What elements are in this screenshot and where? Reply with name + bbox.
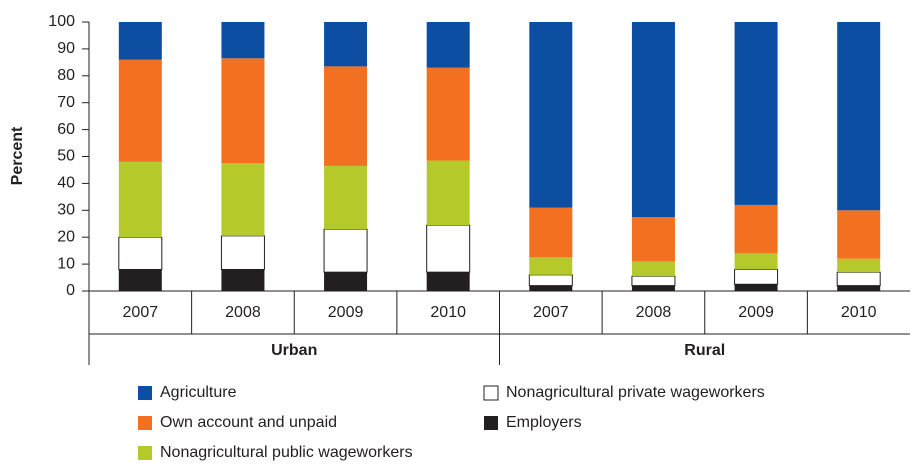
x-tick-label: 2009 — [328, 304, 364, 321]
bar-segment — [528, 274, 573, 287]
bar-segment — [324, 165, 368, 230]
legend-label: Nonagricultural private wageworkers — [506, 384, 765, 401]
bar-segment — [529, 257, 573, 275]
bar-segment — [837, 22, 881, 211]
y-tick-label: 70 — [57, 94, 75, 111]
bar-segment — [221, 58, 265, 164]
bar-segment — [426, 160, 470, 226]
x-tick-label: 2007 — [123, 304, 159, 321]
y-tick-label: 90 — [57, 40, 75, 57]
bar-segment — [631, 275, 676, 287]
legend-swatch — [138, 446, 152, 460]
y-tick-label: 30 — [57, 202, 75, 219]
legend-swatch — [138, 386, 152, 400]
y-tick-label: 0 — [66, 282, 75, 299]
y-tick-label: 60 — [57, 121, 75, 138]
bar-segment — [734, 253, 778, 270]
bar-segment — [734, 268, 779, 285]
legend-label: Agriculture — [160, 384, 237, 401]
bar-segment — [220, 235, 265, 270]
y-tick-label: 100 — [48, 13, 75, 30]
x-tick-label: 2008 — [636, 304, 672, 321]
group-label: Rural — [684, 342, 725, 359]
bar-segment — [734, 204, 778, 254]
bar-segment — [426, 22, 470, 68]
legend-label: Own account and unpaid — [160, 414, 337, 431]
y-tick-label: 10 — [57, 255, 75, 272]
bar-segment — [324, 22, 368, 67]
bar-segment — [118, 59, 162, 162]
bar-segment — [221, 269, 265, 291]
bar-segment — [837, 258, 881, 273]
bar-segment — [837, 210, 881, 259]
legend-swatch — [138, 416, 152, 430]
legend-swatch — [483, 385, 499, 401]
bar-segment — [631, 22, 675, 218]
x-tick-label: 2010 — [430, 304, 466, 321]
y-tick-label: 50 — [57, 148, 75, 165]
y-tick-label: 80 — [57, 67, 75, 84]
bar-segment — [529, 285, 573, 291]
bar-segment — [323, 228, 368, 273]
bar-segment — [837, 285, 881, 291]
bar-segment — [426, 272, 470, 291]
bar-segment — [529, 207, 573, 258]
bar-segment — [324, 66, 368, 166]
bar-segment — [118, 161, 162, 238]
x-tick-label: 2007 — [533, 304, 569, 321]
bar-segment — [118, 22, 162, 60]
y-tick-label: 40 — [57, 175, 75, 192]
x-tick-label: 2008 — [225, 304, 261, 321]
bar-segment — [118, 269, 162, 291]
bar-segment — [631, 217, 675, 262]
y-tick-label: 20 — [57, 228, 75, 245]
bar-segment — [426, 224, 471, 273]
bar-segment — [631, 285, 675, 291]
bar-segment — [221, 22, 265, 59]
bar-segment — [836, 271, 881, 287]
bar-segment — [221, 163, 265, 236]
legend-label: Employers — [506, 414, 582, 431]
bar-segment — [734, 22, 778, 205]
legend-label: Nonagricultural public wageworkers — [160, 444, 413, 461]
bar-segment — [118, 236, 163, 270]
bar-segment — [324, 272, 368, 291]
bar-segment — [529, 22, 573, 208]
x-tick-label: 2010 — [841, 304, 877, 321]
x-tick-label: 2009 — [738, 304, 774, 321]
bar-segment — [426, 67, 470, 161]
bar-segment — [734, 284, 778, 291]
y-axis-label: Percent — [9, 126, 26, 185]
group-label: Urban — [271, 342, 317, 359]
bar-segment — [631, 261, 675, 277]
legend-swatch — [484, 416, 498, 430]
